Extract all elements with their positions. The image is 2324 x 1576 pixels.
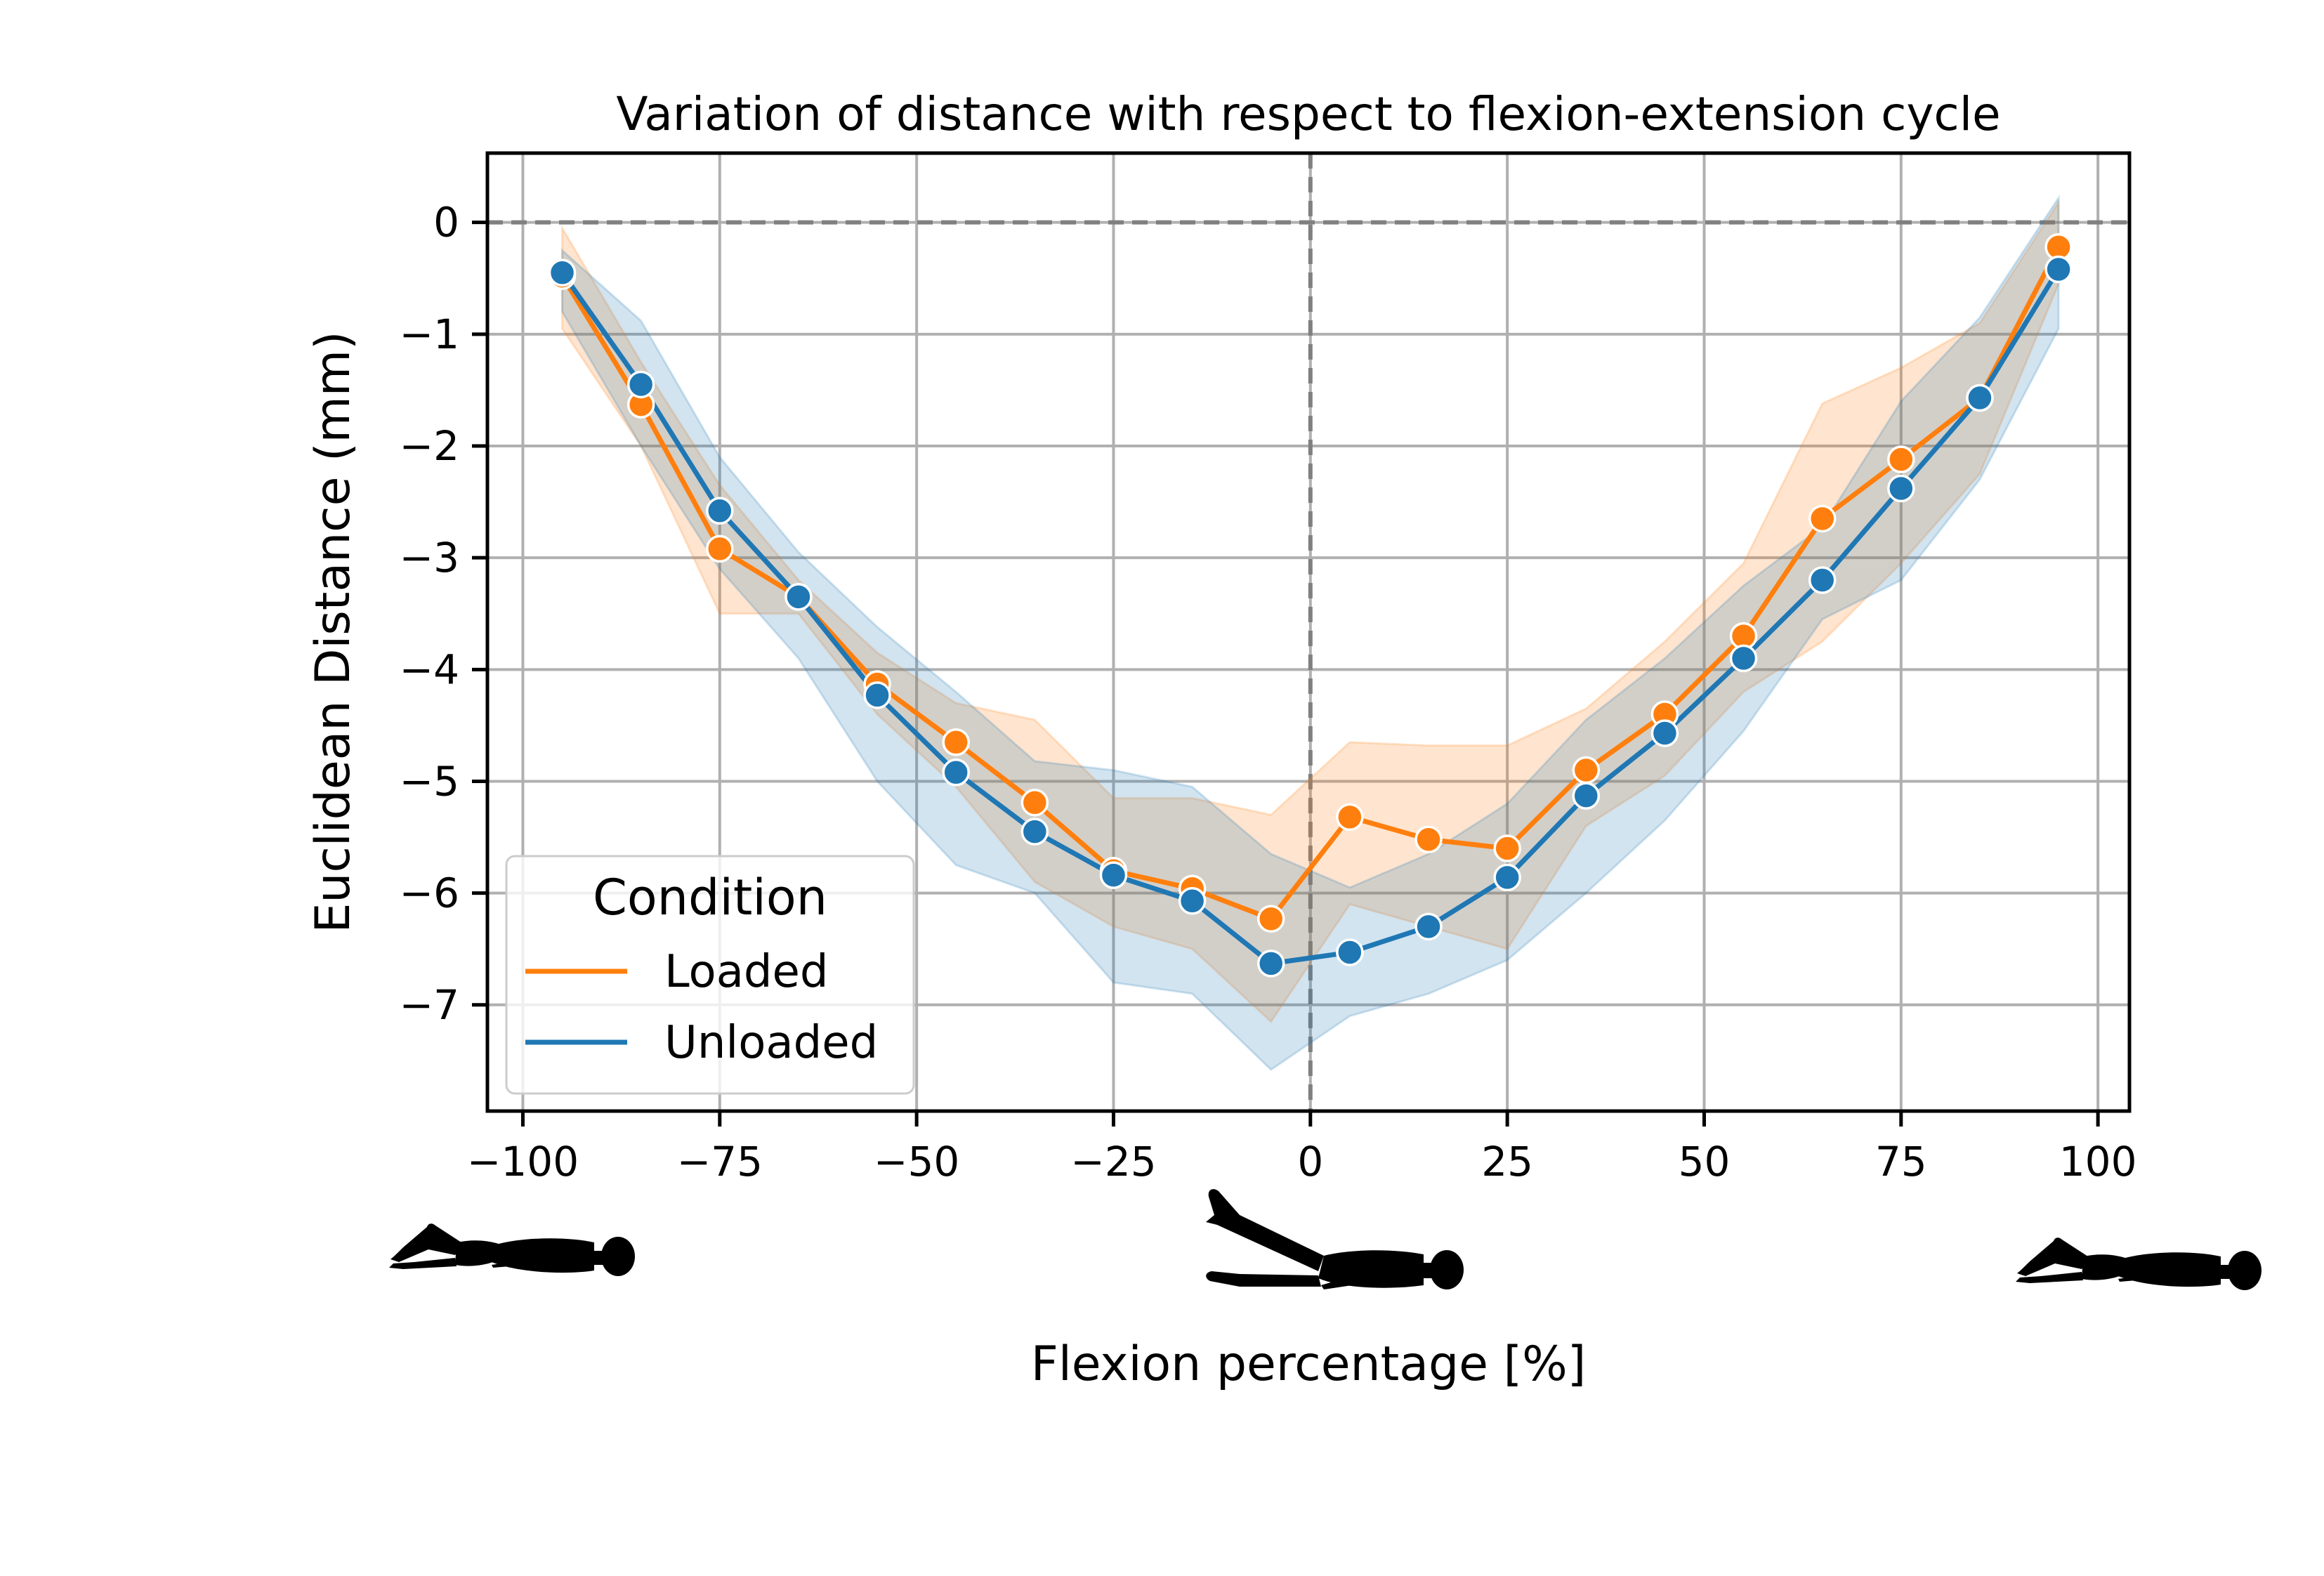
- y-tick-label: 0: [433, 199, 459, 247]
- silhouette-legs-scissored: [1206, 1189, 1464, 1289]
- point-unloaded: [706, 497, 734, 525]
- legend: Condition Loaded Unloaded: [505, 855, 915, 1095]
- series-lines: [560, 246, 2061, 966]
- x-tick-label: −25: [1070, 1138, 1156, 1186]
- point-unloaded: [1887, 474, 1915, 503]
- legend-title: Condition: [593, 869, 827, 926]
- x-axis: −100 −75 −50 −25 0 25 50 75 100: [467, 1111, 2137, 1186]
- point-unloaded: [1729, 644, 1758, 673]
- point-unloaded: [863, 681, 891, 709]
- point-loaded: [1336, 803, 1364, 832]
- y-axis: 0 −1 −2 −3 −4 −5 −6 −7: [400, 199, 487, 1029]
- y-tick-label: −7: [400, 981, 460, 1029]
- silhouette-leg-raised-right: [2016, 1237, 2261, 1290]
- point-unloaded: [626, 370, 655, 399]
- y-tick-label: −6: [400, 869, 460, 917]
- point-unloaded: [1650, 719, 1679, 747]
- point-loaded: [1808, 504, 1837, 533]
- x-tick-label: 100: [2059, 1138, 2137, 1186]
- y-tick-label: −5: [400, 757, 460, 805]
- x-tick-label: 25: [1481, 1138, 1533, 1186]
- y-tick-label: −4: [400, 645, 460, 693]
- point-unloaded: [1099, 861, 1128, 889]
- x-tick-label: 50: [1679, 1138, 1731, 1186]
- series-markers: [548, 232, 2073, 978]
- point-loaded: [1256, 905, 1285, 933]
- reference-lines: [487, 153, 2129, 1111]
- x-tick-label: −50: [874, 1138, 959, 1186]
- point-unloaded: [1414, 912, 1443, 941]
- y-tick-label: −3: [400, 534, 460, 582]
- y-axis-label: Euclidean Distance (mm): [306, 331, 361, 933]
- point-loaded: [942, 728, 970, 756]
- y-tick-label: −2: [400, 422, 460, 470]
- x-tick-label: 0: [1297, 1138, 1323, 1186]
- point-unloaded: [1178, 887, 1207, 915]
- point-unloaded: [548, 258, 577, 287]
- x-tick-label: −75: [677, 1138, 763, 1186]
- point-unloaded: [2044, 255, 2073, 284]
- point-unloaded: [1020, 817, 1049, 846]
- legend-label-loaded: Loaded: [664, 946, 829, 998]
- x-tick-label: 75: [1875, 1138, 1927, 1186]
- plot-frame: [485, 151, 2132, 1113]
- point-loaded: [1414, 825, 1443, 853]
- chart-title: Variation of distance with respect to fl…: [616, 87, 2000, 141]
- point-unloaded: [784, 583, 813, 611]
- legend-label-unloaded: Unloaded: [664, 1017, 878, 1069]
- point-loaded: [706, 534, 734, 563]
- x-tick-label: −100: [467, 1138, 579, 1186]
- point-loaded: [1020, 788, 1049, 817]
- point-unloaded: [1572, 782, 1601, 810]
- point-unloaded: [1256, 950, 1285, 978]
- x-axis-label: Flexion percentage [%]: [1031, 1337, 1587, 1392]
- line-unloaded: [560, 268, 2061, 966]
- point-unloaded: [1336, 938, 1364, 966]
- point-unloaded: [942, 758, 970, 787]
- point-unloaded: [1808, 566, 1837, 594]
- point-loaded: [1887, 445, 1915, 473]
- point-unloaded: [1493, 863, 1521, 892]
- point-loaded: [1572, 756, 1601, 784]
- silhouette-leg-raised-left: [389, 1223, 635, 1276]
- legend-box: [505, 855, 915, 1095]
- band-unloaded: [561, 194, 2060, 1072]
- point-loaded: [1493, 834, 1521, 862]
- point-unloaded: [1966, 383, 1994, 412]
- y-tick-label: −1: [400, 310, 460, 358]
